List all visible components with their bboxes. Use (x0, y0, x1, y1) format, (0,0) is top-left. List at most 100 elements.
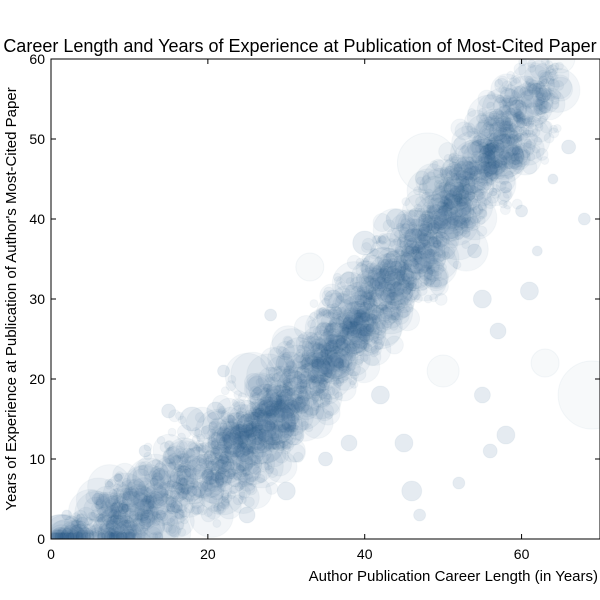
data-point (299, 378, 311, 390)
data-point (232, 471, 242, 481)
data-point (448, 153, 458, 163)
data-point (426, 222, 436, 232)
data-point (281, 367, 297, 383)
data-point (235, 414, 245, 424)
data-point (410, 227, 420, 237)
data-point (442, 166, 476, 200)
data-point (432, 176, 470, 214)
data-point (427, 236, 439, 248)
data-point (515, 204, 529, 218)
data-point (370, 309, 382, 321)
data-point (371, 314, 381, 324)
data-point (299, 354, 313, 368)
data-point (67, 527, 87, 539)
data-point (319, 346, 353, 380)
data-point (514, 155, 524, 165)
data-point (510, 85, 524, 99)
data-point (304, 351, 338, 385)
data-point (105, 518, 119, 532)
data-point (311, 378, 321, 388)
data-point (219, 429, 231, 441)
data-point (128, 513, 138, 523)
data-point (405, 245, 415, 255)
data-point (164, 485, 176, 497)
data-point (324, 335, 358, 369)
data-point (114, 519, 140, 539)
data-point (440, 178, 474, 212)
data-point (362, 332, 372, 342)
data-point (237, 472, 257, 492)
data-point (473, 116, 507, 150)
data-point (232, 398, 246, 412)
data-point (59, 527, 79, 539)
data-point (414, 196, 426, 208)
data-point (400, 279, 410, 289)
data-point (479, 135, 525, 181)
data-point (452, 476, 466, 490)
data-point (359, 353, 369, 363)
data-point (225, 419, 237, 431)
data-point (487, 145, 497, 155)
data-point (501, 135, 513, 147)
data-point (134, 515, 144, 525)
data-point (371, 268, 387, 284)
data-point (159, 512, 169, 522)
data-point (453, 163, 463, 173)
data-point (177, 415, 187, 425)
data-point (233, 430, 249, 446)
data-point (221, 492, 233, 504)
data-point (365, 283, 375, 293)
data-point (244, 412, 256, 424)
data-point (400, 251, 414, 265)
data-point (208, 420, 222, 434)
data-point (208, 495, 218, 505)
data-point (315, 382, 327, 394)
data-point (371, 307, 381, 317)
data-point (423, 267, 437, 281)
data-point (260, 394, 274, 408)
data-point (389, 271, 399, 281)
data-point (502, 125, 516, 139)
data-point (435, 234, 445, 244)
data-point (247, 426, 267, 446)
data-point (111, 506, 123, 518)
data-point (158, 462, 184, 488)
data-point (500, 133, 512, 145)
data-point (401, 272, 411, 282)
data-point (523, 117, 533, 127)
data-point (483, 161, 499, 177)
data-point (487, 115, 499, 127)
data-point (146, 486, 156, 496)
data-point (255, 451, 269, 465)
data-point (303, 357, 313, 367)
data-point (245, 401, 265, 421)
data-point (538, 77, 548, 87)
data-point (515, 102, 525, 112)
data-point (380, 258, 390, 268)
data-point (120, 531, 130, 539)
data-point (252, 403, 272, 423)
data-point (200, 507, 216, 523)
data-point (52, 532, 62, 539)
data-point (454, 207, 464, 217)
data-point (322, 309, 332, 319)
data-point (248, 428, 258, 438)
data-point (206, 504, 222, 520)
data-point (284, 358, 296, 370)
data-point (476, 121, 488, 133)
data-point (377, 258, 391, 272)
data-point (324, 410, 334, 420)
data-point (428, 229, 444, 245)
data-point (341, 270, 355, 284)
data-point (169, 465, 195, 491)
data-point (319, 362, 333, 376)
data-point (523, 122, 539, 138)
data-point (346, 362, 356, 372)
data-point (488, 123, 498, 133)
data-point (431, 158, 445, 172)
data-point (229, 485, 239, 495)
data-point (247, 432, 257, 442)
data-point (363, 276, 375, 288)
data-point (460, 189, 470, 199)
data-point (477, 202, 487, 212)
